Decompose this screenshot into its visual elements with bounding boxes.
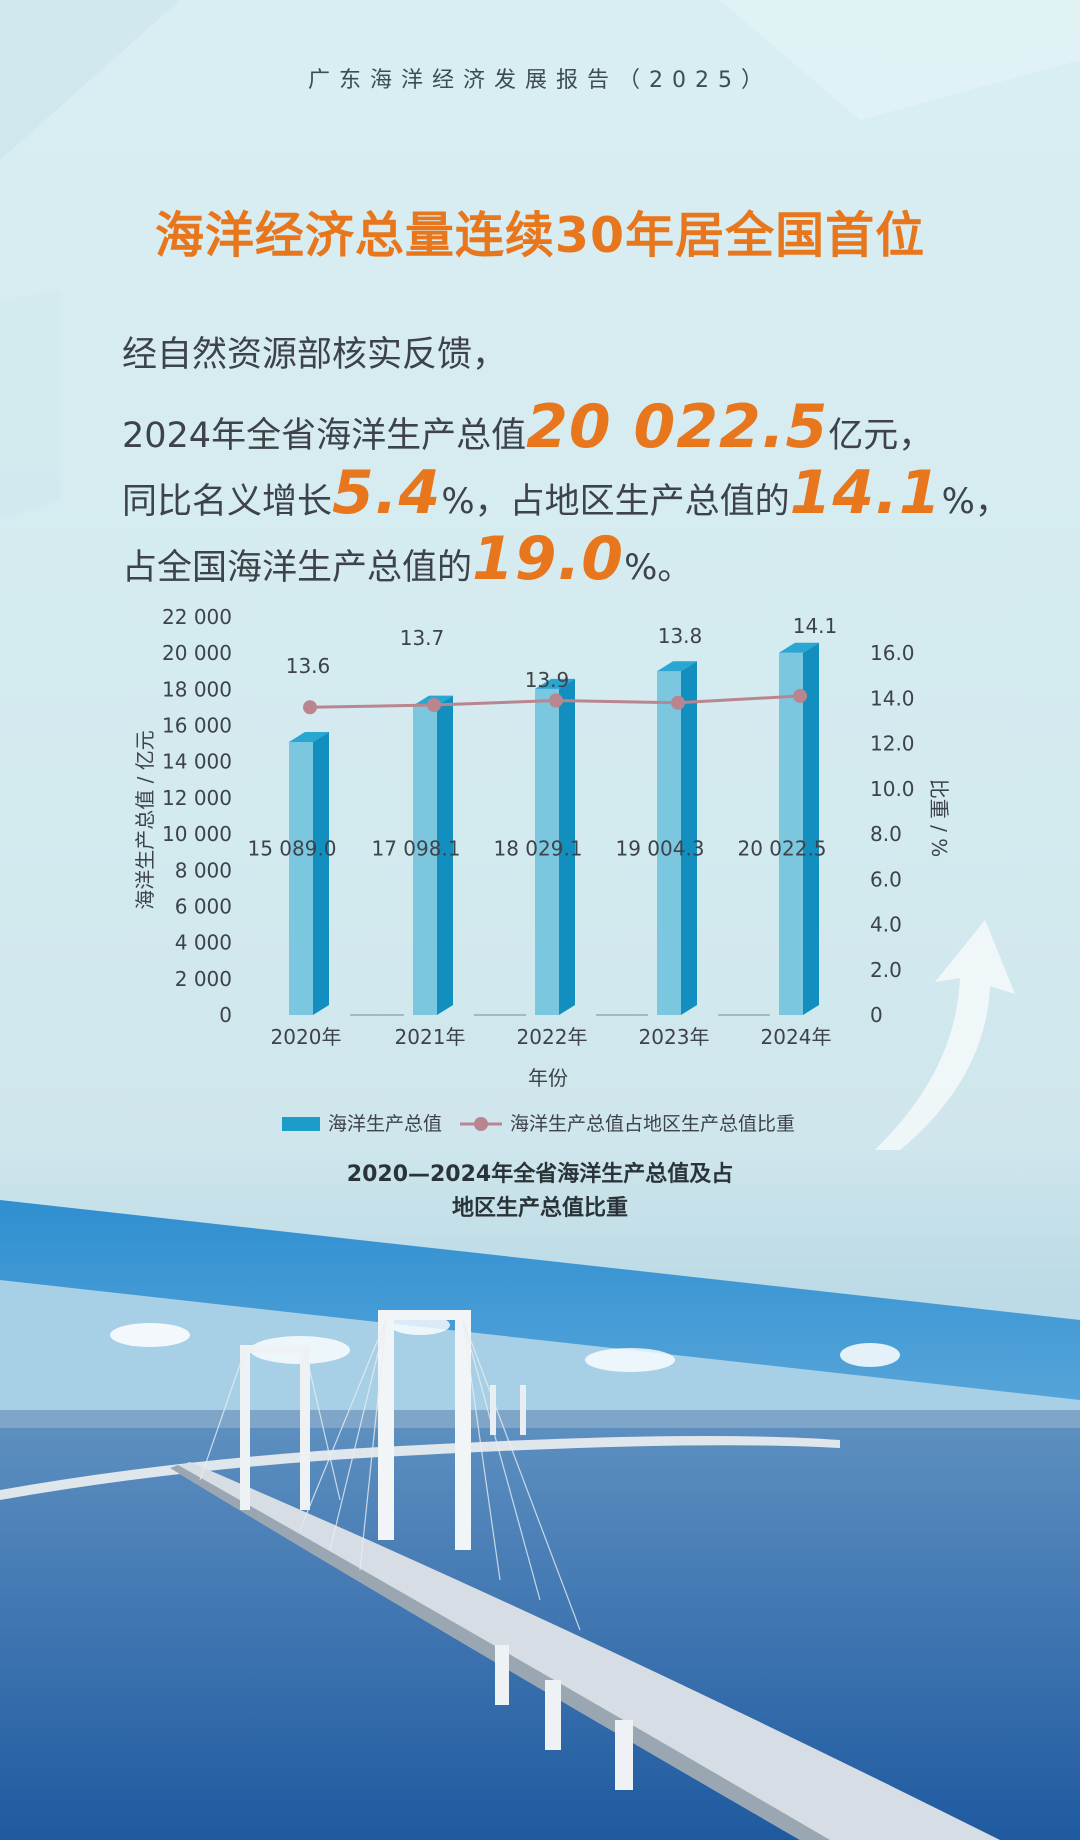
bar-top xyxy=(535,678,575,689)
line-point xyxy=(427,698,441,713)
bar-value-label: 19 004.3 xyxy=(615,837,704,861)
x-axis-labels: 2020年 2021年 2022年 2023年 2024年 xyxy=(271,1025,832,1049)
line-value-label: 13.6 xyxy=(286,654,331,678)
y-tick-left: 14 000 xyxy=(162,750,232,774)
intro-line-4: 占全国海洋生产总值的19.0%。 xyxy=(122,524,692,594)
combo-chart: 22 000 20 000 18 000 16 000 14 000 12 000 10 0… xyxy=(133,605,1015,1150)
bar-front xyxy=(657,671,681,1015)
line-value-label: 13.9 xyxy=(525,668,570,692)
y-tick-left: 16 000 xyxy=(162,714,232,738)
bar-value-label: 18 029.1 xyxy=(493,837,582,861)
x-tick-label: 2020年 xyxy=(271,1025,342,1049)
intro-text: %，占地区生产总值的 xyxy=(441,482,790,522)
headline: 海洋经济总量连续30年居全国首位 xyxy=(154,207,926,264)
bar-series: 15 089.0 17 098.1 18 029.1 19 004.3 20 022.5 xyxy=(247,642,827,1015)
line-value-label: 14.1 xyxy=(793,614,838,638)
line-value-label: 13.7 xyxy=(400,626,445,650)
x-tick-label: 2022年 xyxy=(517,1025,588,1049)
y-tick-right: 4.0 xyxy=(870,913,902,937)
bar-side xyxy=(803,642,819,1015)
bar-value-label: 20 022.5 xyxy=(737,837,826,861)
y-tick-right: 14.0 xyxy=(870,686,915,710)
bar-side xyxy=(559,678,575,1015)
y-tick-left: 18 000 xyxy=(162,677,232,701)
legend-bar-label: 海洋生产总值 xyxy=(328,1113,442,1135)
bar-side xyxy=(313,732,329,1015)
bar-front xyxy=(289,742,313,1015)
intro-text: %， xyxy=(941,482,1010,522)
bar-side xyxy=(437,695,453,1015)
y-tick-left: 8 000 xyxy=(175,858,232,882)
y-tick-left: 2 000 xyxy=(175,967,232,991)
bar-front xyxy=(413,705,437,1015)
intro-text: 同比名义增长 xyxy=(122,482,333,522)
bar-value-label: 17 098.1 xyxy=(371,837,460,861)
y-tick-left: 10 000 xyxy=(162,822,232,846)
line-point xyxy=(549,693,563,708)
y-tick-right: 0 xyxy=(870,1003,883,1027)
highlight-value: 5.4 xyxy=(332,458,442,528)
y-tick-right: 10.0 xyxy=(870,777,915,801)
y-tick-right: 8.0 xyxy=(870,822,902,846)
intro-line-1: 经自然资源部核实反馈， xyxy=(122,326,507,377)
highlight-value: 20 022.5 xyxy=(526,392,829,462)
bar-front xyxy=(779,652,803,1015)
upward-arrow-decoration xyxy=(874,920,1015,1150)
legend-line-label: 海洋生产总值占地区生产总值比重 xyxy=(510,1113,795,1135)
y-tick-left: 12 000 xyxy=(162,786,232,810)
y-tick-left: 6 000 xyxy=(175,894,232,918)
line-point xyxy=(303,700,317,715)
intro-text: 占全国海洋生产总值的 xyxy=(122,548,473,588)
y-tick-left: 22 000 xyxy=(162,605,232,629)
x-axis-title: 年份 xyxy=(528,1066,568,1090)
left-axis: 22 000 20 000 18 000 16 000 14 000 12 000 10 0… xyxy=(162,605,232,1027)
caption-line-2: 地区生产总值比重 xyxy=(451,1196,628,1221)
intro-text: %。 xyxy=(624,548,693,588)
y-tick-right: 6.0 xyxy=(870,867,902,891)
y-tick-right: 2.0 xyxy=(870,958,902,982)
y-tick-left: 4 000 xyxy=(175,931,232,955)
caption-line-1: 2020—2024年全省海洋生产总值及占 xyxy=(346,1162,734,1187)
x-tick-label: 2023年 xyxy=(639,1025,710,1049)
line-point xyxy=(793,688,807,703)
bar-top xyxy=(779,642,819,653)
intro-text: 亿元， xyxy=(828,416,934,456)
bridge-photo xyxy=(0,1200,1080,1840)
legend: 海洋生产总值 海洋生产总值占地区生产总值比重 xyxy=(282,1113,795,1135)
x-tick-label: 2024年 xyxy=(761,1025,832,1049)
y-axis-left-title: 海洋生产总值 / 亿元 xyxy=(133,730,157,909)
intro-text: 2024年全省海洋生产总值 xyxy=(122,416,527,456)
right-axis: 16.0 14.0 12.0 10.0 8.0 6.0 4.0 2.0 0 xyxy=(870,641,915,1027)
y-axis-right-title: 比重 / % xyxy=(927,779,951,857)
bar-top xyxy=(657,661,697,672)
highlight-value: 19.0 xyxy=(472,524,625,594)
y-tick-right: 16.0 xyxy=(870,641,915,665)
intro-text: 经自然资源部核实反馈， xyxy=(122,335,508,375)
bar-top xyxy=(289,732,329,743)
legend-line-swatch xyxy=(474,1117,488,1131)
bar-front xyxy=(535,688,559,1015)
y-tick-left: 0 xyxy=(219,1003,232,1027)
y-tick-right: 12.0 xyxy=(870,732,915,756)
legend-bar-swatch xyxy=(282,1117,320,1131)
highlight-value: 14.1 xyxy=(789,458,942,528)
line-point xyxy=(671,695,685,710)
y-tick-left: 20 000 xyxy=(162,641,232,665)
line-value-label: 13.8 xyxy=(658,624,703,648)
chart-caption: 2020—2024年全省海洋生产总值及占 地区生产总值比重 xyxy=(0,1158,1080,1226)
intro-line-3: 同比名义增长5.4%，占地区生产总值的14.1%， xyxy=(122,458,1010,528)
bar-value-label: 15 089.0 xyxy=(247,837,336,861)
report-title: 广东海洋经济发展报告（2025） xyxy=(308,68,772,93)
bar-side xyxy=(681,661,697,1015)
x-tick-label: 2021年 xyxy=(395,1025,466,1049)
line-series: 13.6 13.7 13.9 13.8 14.1 xyxy=(286,614,838,715)
intro-line-2: 2024年全省海洋生产总值20 022.5亿元， xyxy=(122,392,933,462)
